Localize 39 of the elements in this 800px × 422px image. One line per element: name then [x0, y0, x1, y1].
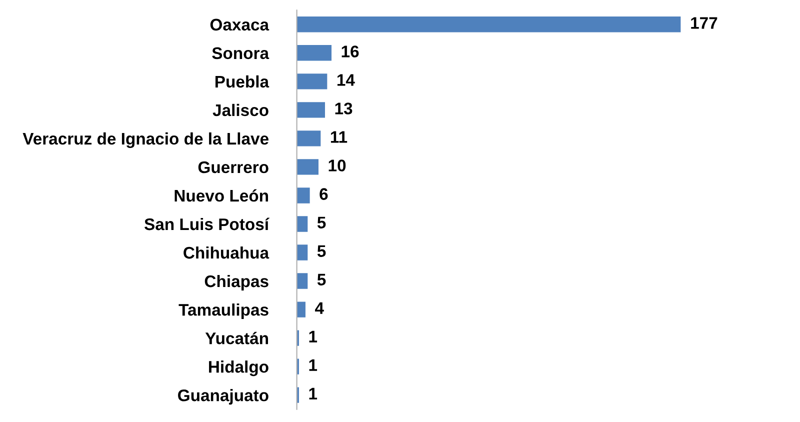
- bar: [296, 16, 681, 32]
- y-tick-label: Tamaulipas: [178, 304, 268, 320]
- bar: [296, 188, 310, 204]
- data-label: 1: [309, 388, 318, 400]
- data-label: 1: [309, 359, 318, 371]
- data-label: 16: [342, 46, 359, 58]
- data-label: 5: [317, 216, 326, 228]
- bar: [296, 130, 321, 146]
- bar: [296, 244, 308, 260]
- data-label: 1: [309, 330, 318, 342]
- y-tick-label: Guanajuato: [178, 389, 268, 405]
- data-label: 13: [335, 102, 352, 114]
- bar: [296, 102, 326, 118]
- data-label: 177: [691, 17, 718, 29]
- y-tick-label: Chiapas: [204, 274, 268, 291]
- y-tick-label: Nuevo León: [174, 189, 268, 202]
- data-label: 5: [317, 274, 326, 286]
- bar: [296, 159, 318, 175]
- y-tick-label: Chihuahua: [184, 246, 270, 259]
- bar: [296, 74, 328, 90]
- y-tick-label: Veracruz de Ignacio de la Llave: [22, 132, 268, 148]
- data-label: 14: [337, 74, 355, 86]
- y-tick-label: Yucatán: [205, 332, 268, 344]
- y-tick-label: Hidalgo: [209, 360, 268, 376]
- data-label: 6: [320, 188, 328, 200]
- data-label: 5: [317, 245, 326, 257]
- y-tick-label: Guerrero: [198, 161, 268, 174]
- bar: [296, 216, 308, 232]
- y-tick-label: Jalisco: [212, 104, 268, 116]
- y-tick-label: Puebla: [215, 75, 270, 88]
- data-label: 10: [328, 160, 346, 172]
- data-label: 11: [330, 131, 348, 143]
- y-tick-label: Oaxaca: [210, 18, 270, 31]
- bar: [296, 302, 306, 318]
- bar: [296, 273, 308, 289]
- y-tick-label: Sonora: [212, 47, 270, 60]
- data-label: 4: [314, 302, 324, 314]
- bar: [296, 45, 332, 61]
- y-tick-label: San Luis Potosí: [144, 218, 270, 230]
